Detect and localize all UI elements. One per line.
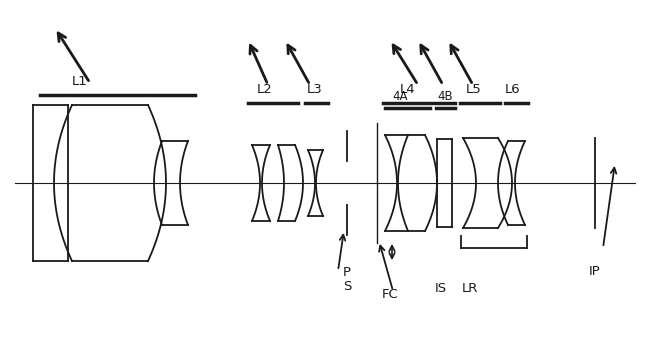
Text: LR: LR — [462, 282, 478, 295]
Text: 4B: 4B — [437, 90, 453, 103]
Text: P: P — [343, 266, 351, 279]
Text: L4: L4 — [400, 83, 416, 96]
Text: L1: L1 — [72, 75, 88, 88]
Text: 4A: 4A — [392, 90, 408, 103]
Text: S: S — [343, 280, 351, 293]
Text: FC: FC — [382, 288, 398, 301]
Text: IS: IS — [435, 282, 447, 295]
Text: L6: L6 — [505, 83, 521, 96]
Text: L5: L5 — [466, 83, 482, 96]
Text: L2: L2 — [257, 83, 273, 96]
Text: IP: IP — [589, 265, 601, 278]
Text: L3: L3 — [307, 83, 323, 96]
